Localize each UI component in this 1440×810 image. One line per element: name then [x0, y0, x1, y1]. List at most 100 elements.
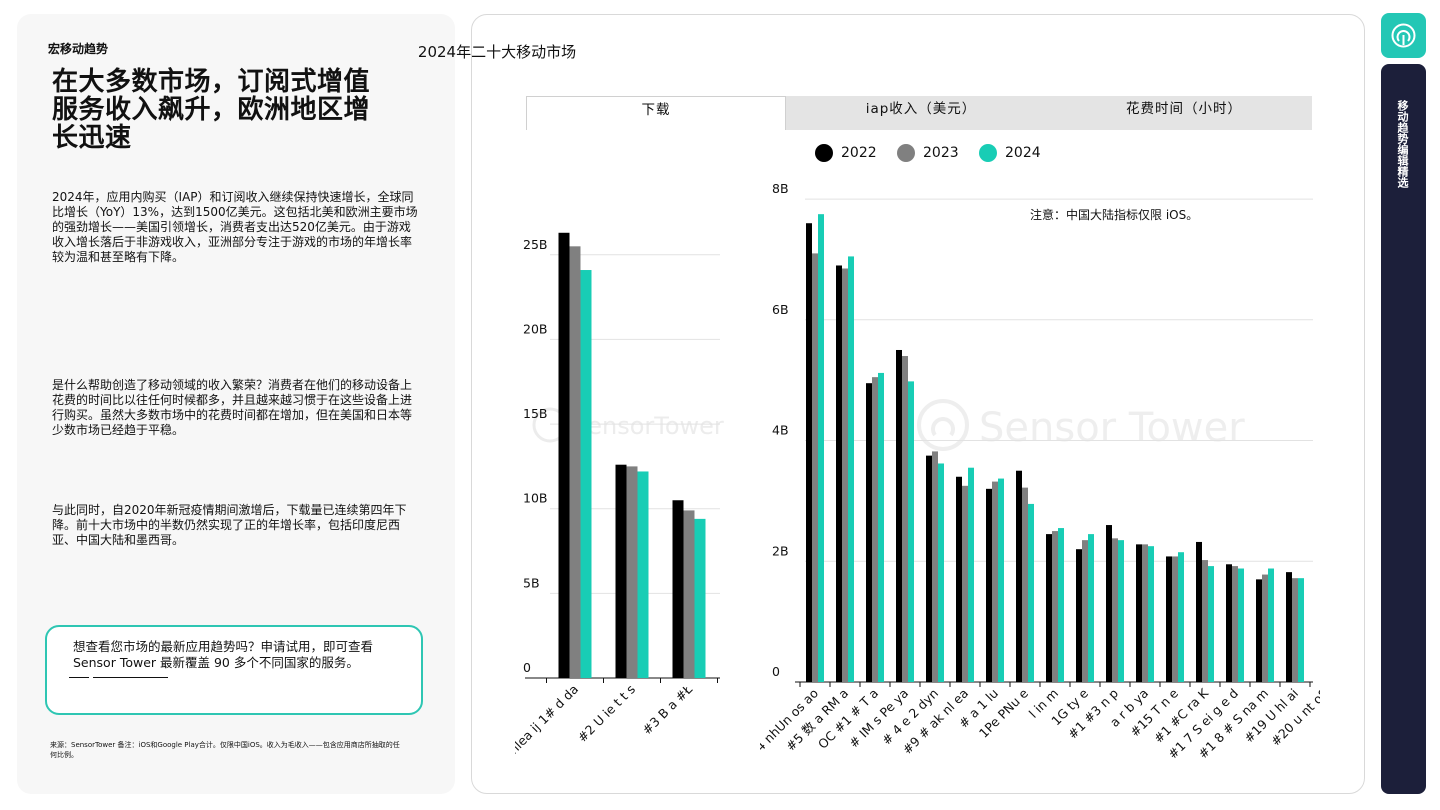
bar-2023	[902, 356, 908, 682]
bar-2023	[569, 246, 581, 679]
bar-2023	[962, 485, 968, 682]
cta-link-underline[interactable]	[69, 677, 89, 678]
bar-2024	[968, 467, 974, 682]
metric-tabs: 下载 iap收入（美元） 花费时间（小时）	[526, 96, 1312, 130]
page-headline: 在大多数市场，订阅式增值服务收入飙升，欧洲地区增长迅速	[52, 67, 371, 153]
bar-2024	[1268, 568, 1274, 682]
paragraph-downloads: 与此同时，自2020年新冠疫情期间激增后，下载量已连续第四年下降。前十大市场中的…	[52, 503, 407, 547]
bar-2022	[1076, 549, 1082, 682]
bar-2022	[866, 383, 872, 682]
bar-2022	[1046, 534, 1052, 682]
bar-2023	[1262, 574, 1268, 682]
bar-2024	[1028, 503, 1034, 682]
bar-2023	[1082, 540, 1088, 682]
bar-2023	[812, 253, 818, 682]
bar-2023	[1202, 560, 1208, 682]
bar-2024	[580, 270, 592, 678]
bar-2022	[1196, 541, 1202, 682]
x-tick-label: #3 B a #Ł	[639, 682, 695, 738]
y-tick-label: 5B	[523, 575, 540, 590]
bar-2024	[637, 471, 649, 678]
bar-2024	[878, 372, 884, 682]
section-nav-sidebar[interactable]: 移动趋势编辑精选	[1381, 64, 1426, 794]
bar-2022	[615, 464, 627, 678]
bar-2022	[986, 488, 992, 682]
bar-2024	[1178, 552, 1184, 682]
bar-2023	[872, 377, 878, 682]
bar-2023	[1142, 544, 1148, 682]
tab-downloads[interactable]: 下载	[526, 96, 786, 130]
bar-2023	[683, 510, 695, 678]
bar-2024	[848, 256, 854, 682]
bar-2022	[926, 455, 932, 682]
sidebar-label: 移动趋势编辑精选	[1396, 100, 1409, 188]
bar-2024	[1058, 528, 1064, 682]
y-tick-label: 4B	[772, 423, 789, 438]
legend-dot-icon	[815, 144, 833, 162]
y-tick-label: 25B	[523, 237, 547, 252]
bar-2023	[1172, 556, 1178, 682]
legend-label: 2022	[841, 145, 877, 161]
y-tick-label: 10B	[523, 491, 547, 506]
y-tick-label: 6B	[772, 302, 789, 317]
bar-2022	[672, 500, 684, 678]
bar-2022	[1286, 572, 1292, 682]
bar-2024	[1118, 540, 1124, 682]
sensor-tower-watermark-logo: Sensor Tower	[917, 399, 1245, 451]
bar-2022	[558, 232, 570, 678]
chart-title: 2024年二十大移动市场	[417, 43, 577, 61]
bar-2024	[908, 381, 914, 682]
x-tick-label: #2 U ie t t s	[575, 682, 639, 746]
section-eyebrow: 宏移动趋势	[48, 42, 109, 56]
y-tick-label: 20B	[523, 321, 547, 336]
y-tick-label: 8B	[772, 181, 789, 196]
trial-cta-box[interactable]: 想查看您市场的最新应用趋势吗？申请试用，即可查看 Sensor Tower 最新…	[45, 625, 423, 715]
trial-cta-text: 想查看您市场的最新应用趋势吗？申请试用，即可查看 Sensor Tower 最新…	[73, 639, 374, 670]
source-footnote: 来源：SensorTower 备注：iOS和Google Play合计。仅限中国…	[50, 741, 400, 759]
bar-2023	[992, 481, 998, 682]
bar-2022	[1016, 470, 1022, 682]
bar-2022	[836, 265, 842, 682]
bar-2023	[1112, 538, 1118, 682]
sensor-tower-logo-icon	[1391, 23, 1416, 48]
bar-2023	[1232, 566, 1238, 682]
bar-2022	[896, 349, 902, 682]
bar-2022	[1106, 525, 1112, 682]
bar-2022	[1256, 579, 1262, 682]
bar-2024	[1088, 534, 1094, 682]
bar-2024	[694, 518, 706, 678]
sensor-tower-watermark-logo: SensorTower	[532, 407, 724, 443]
bar-2024	[1148, 546, 1154, 682]
bar-2023	[1052, 531, 1058, 682]
bar-2023	[626, 466, 638, 678]
bar-2024	[1298, 578, 1304, 682]
svg-text:SensorTower: SensorTower	[572, 412, 724, 440]
bar-2022	[956, 476, 962, 682]
paragraph-time-spent: 是什么帮助创造了移动领域的收入繁荣？消费者在他们的移动设备上花费的时间比以往任何…	[52, 378, 413, 437]
cta-link-underline[interactable]	[93, 677, 168, 678]
chart-note: 注意：中国大陆指标仅限 iOS。	[1030, 208, 1199, 222]
bar-2023	[932, 451, 938, 682]
bar-2023	[842, 268, 848, 682]
bar-2022	[1226, 564, 1232, 682]
bar-2024	[1238, 568, 1244, 682]
tab-iap-revenue[interactable]: iap收入（美元）	[865, 101, 977, 117]
tab-time-spent[interactable]: 花费时间（小时）	[1126, 101, 1242, 117]
sensor-tower-home-button[interactable]	[1381, 13, 1426, 58]
y-tick-label: 0	[523, 660, 531, 675]
bar-2022	[1166, 556, 1172, 682]
bar-2022	[806, 223, 812, 682]
legend-label: 2024	[1005, 145, 1041, 161]
paragraph-revenue: 2024年，应用内购买（IAP）和订阅收入继续保持快速增长，全球同比增长（YoY…	[52, 190, 418, 264]
legend-label: 2023	[923, 145, 959, 161]
y-tick-label: 2B	[772, 543, 789, 558]
legend-dot-icon	[979, 144, 997, 162]
x-tick-label: S nlea ij 1# d da	[515, 682, 581, 766]
bar-2023	[1022, 487, 1028, 682]
chart-top3-downloads: 0 5B 10B 15B 20B 25B S nlea ij 1# d da#2 U ie …	[515, 232, 720, 766]
legend-dot-icon	[897, 144, 915, 162]
y-tick-label: 0	[772, 664, 780, 679]
bar-2022	[1136, 544, 1142, 682]
svg-text:Sensor Tower: Sensor Tower	[979, 405, 1245, 451]
